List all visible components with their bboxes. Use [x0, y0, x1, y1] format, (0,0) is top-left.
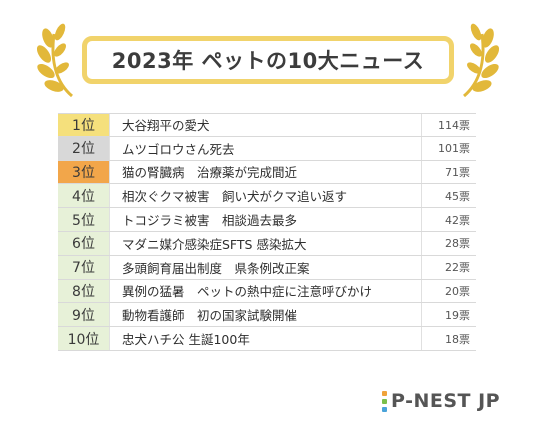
- votes-cell: 114票: [438, 118, 470, 132]
- table-row: 6位 マダニ媒介感染症SFTS 感染拡大 28票: [58, 231, 476, 256]
- votes-cell: 101票: [438, 142, 470, 156]
- votes-cell: 18票: [445, 332, 470, 346]
- table-row: 9位 動物看護師 初の国家試験開催 19票: [58, 303, 476, 328]
- news-cell: 動物看護師 初の国家試験開催: [122, 303, 422, 327]
- news-cell: ムツゴロウさん死去: [122, 136, 422, 160]
- laurel-right-icon: [462, 23, 500, 98]
- brand-logo: P-NEST JP: [382, 390, 500, 412]
- page-title: 2023年 ペットの10大ニュース: [111, 49, 425, 73]
- news-cell: トコジラミ被害 相談過去最多: [122, 208, 422, 231]
- rank-cell: 7位: [58, 255, 110, 279]
- table-row: 4位 相次ぐクマ被害 飼い犬がクマ追い返す 45票: [58, 184, 476, 209]
- table-row: 8位 異例の猛暑 ペットの熱中症に注意呼びかけ 20票: [58, 279, 476, 304]
- rank-cell: 8位: [58, 279, 110, 303]
- news-cell: 忠犬ハチ公 生誕100年: [122, 327, 422, 350]
- logo-text: P-NEST JP: [391, 390, 501, 412]
- news-cell: 相次ぐクマ被害 飼い犬がクマ追い返す: [122, 184, 422, 208]
- rank-cell: 1位: [58, 114, 110, 136]
- votes-cell: 28票: [445, 237, 470, 251]
- votes-cell: 22票: [445, 261, 470, 275]
- rank-cell: 6位: [58, 231, 110, 255]
- rank-cell: 4位: [58, 184, 110, 208]
- ranking-table: 1位 大谷翔平の愛犬 114票 2位 ムツゴロウさん死去 101票 3位 猫の腎臓病 治療薬が…: [58, 113, 476, 351]
- news-cell: マダニ媒介感染症SFTS 感染拡大: [122, 231, 422, 255]
- rank-cell: 10位: [58, 327, 110, 350]
- news-cell: 異例の猛暑 ペットの熱中症に注意呼びかけ: [122, 279, 422, 303]
- rank-cell: 2位: [58, 136, 110, 160]
- table-row: 7位 多頭飼育届出制度 県条例改正案 22票: [58, 255, 476, 280]
- rank-cell: 9位: [58, 303, 110, 327]
- news-cell: 猫の腎臓病 治療薬が完成間近: [122, 160, 422, 184]
- logo-dots-icon: [382, 390, 387, 412]
- table-row: 1位 大谷翔平の愛犬 114票: [58, 113, 476, 137]
- rank-cell: 3位: [58, 160, 110, 184]
- table-row: 10位 忠犬ハチ公 生誕100年 18票: [58, 327, 476, 351]
- rank-cell: 5位: [58, 208, 110, 231]
- votes-cell: 45票: [445, 189, 470, 203]
- news-cell: 多頭飼育届出制度 県条例改正案: [122, 255, 422, 279]
- title-box: 2023年 ペットの10大ニュース: [82, 36, 454, 84]
- votes-cell: 71票: [445, 165, 470, 179]
- votes-cell: 19票: [445, 308, 470, 322]
- votes-cell: 42票: [445, 213, 470, 227]
- laurel-left-icon: [36, 23, 74, 98]
- votes-cell: 20票: [445, 284, 470, 298]
- news-cell: 大谷翔平の愛犬: [122, 114, 422, 136]
- table-row: 5位 トコジラミ被害 相談過去最多 42票: [58, 208, 476, 232]
- table-row: 3位 猫の腎臓病 治療薬が完成間近 71票: [58, 160, 476, 185]
- table-row: 2位 ムツゴロウさん死去 101票: [58, 136, 476, 161]
